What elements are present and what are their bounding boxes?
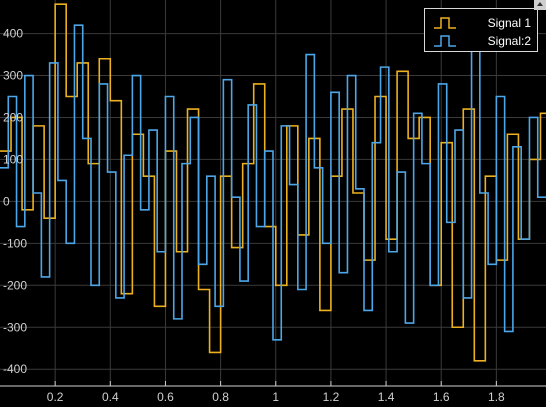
- y-tick-label: 400: [3, 27, 23, 41]
- x-tick-label: 0.4: [102, 390, 119, 404]
- legend-swatch-step-icon: [434, 35, 456, 47]
- series-group: [0, 3, 546, 362]
- series-line-1: [0, 3, 546, 362]
- x-tick-label: 0.8: [212, 390, 229, 404]
- y-tick-label: 0: [3, 194, 10, 208]
- x-tick-label: 1: [272, 390, 279, 404]
- legend[interactable]: Signal 1 Signal:2: [424, 8, 538, 52]
- y-tick-label: -100: [3, 236, 27, 250]
- x-tick-label: 0.2: [47, 390, 64, 404]
- x-tick-label: 0.6: [157, 390, 174, 404]
- y-tick-label: -200: [3, 278, 27, 292]
- x-tick-label: 1.6: [433, 390, 450, 404]
- y-tick-label: -400: [3, 362, 27, 376]
- tick-labels: 0.2 0.4 0.6 0.8 1 1.2 1.4 1.6 1.8 400 300 200 100 0 -1…: [0, 27, 546, 404]
- y-tick-label: 300: [3, 69, 23, 83]
- x-tick-label: 1.8: [488, 390, 505, 404]
- legend-label: Signal:2: [487, 34, 531, 48]
- x-tick-label: 1.4: [378, 390, 395, 404]
- legend-swatch-step-icon: [434, 17, 456, 29]
- legend-item-signal-2[interactable]: Signal:2: [425, 32, 531, 50]
- undock-icon[interactable]: [534, 0, 546, 10]
- series-line-2: [0, 24, 546, 341]
- legend-item-signal-1[interactable]: Signal 1: [425, 14, 531, 32]
- legend-label: Signal 1: [487, 16, 531, 30]
- x-tick-label: 1.2: [323, 390, 340, 404]
- y-tick-label: -300: [3, 320, 27, 334]
- y-tick-label: 200: [3, 110, 23, 124]
- y-tick-label: 100: [3, 152, 23, 166]
